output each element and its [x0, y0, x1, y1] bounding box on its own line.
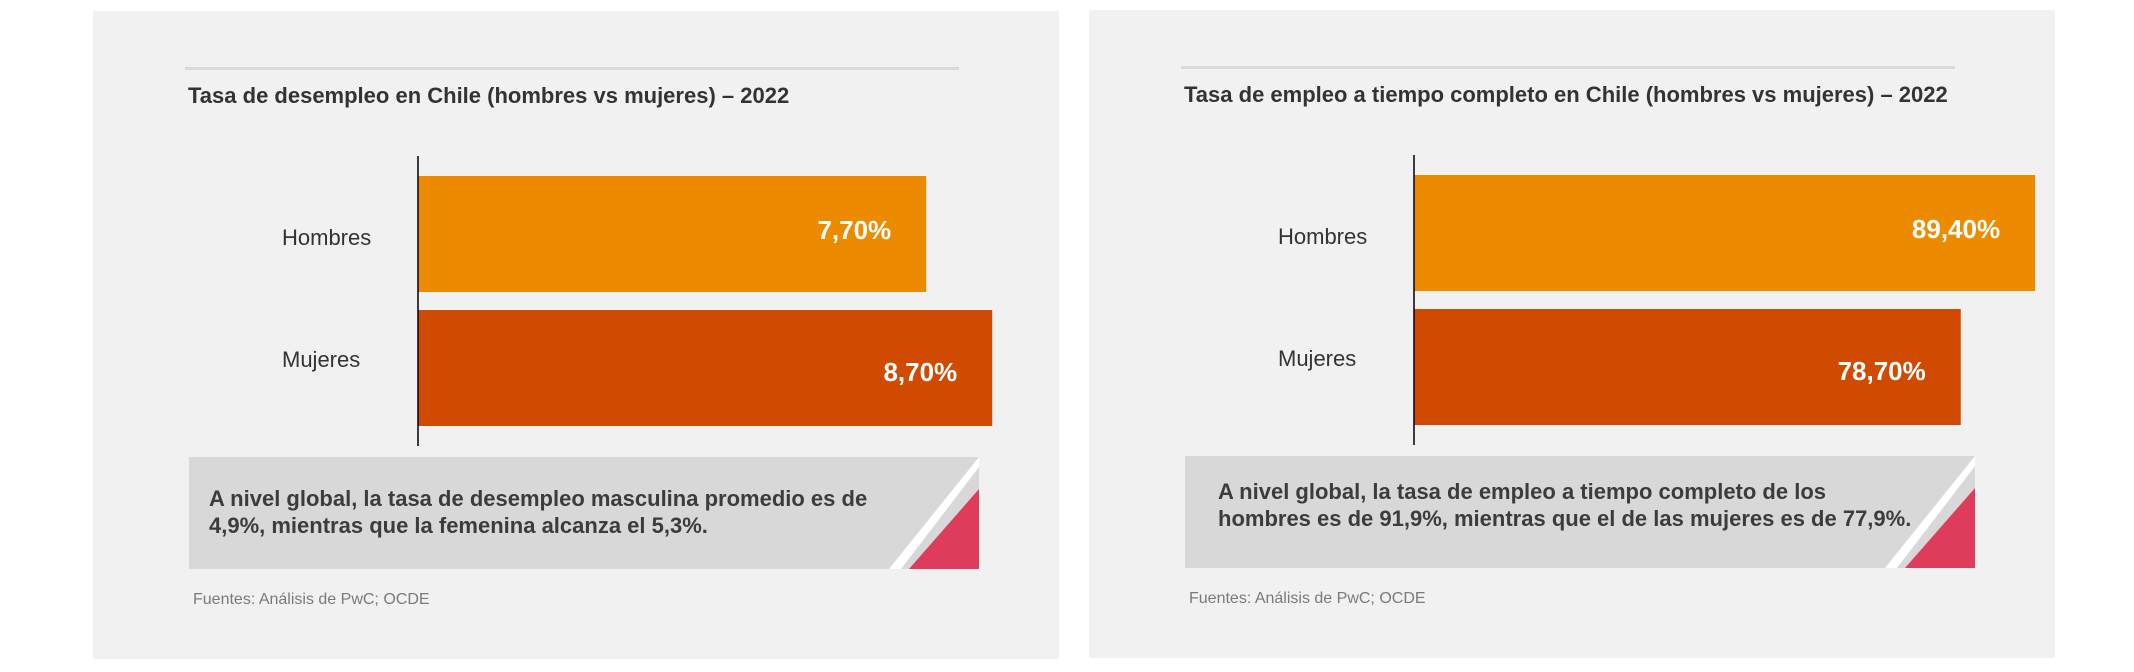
data-label-mujeres: 78,70%	[1838, 356, 1926, 386]
bar-chart-empleo: 89,40% Hombres 78,70% Mujeres	[1278, 155, 2036, 445]
bar-hombres	[418, 176, 927, 292]
source-note: Fuentes: Análisis de PwC; OCDE	[193, 591, 430, 608]
data-label-mujeres: 8,70%	[883, 357, 957, 387]
title-rule	[185, 67, 959, 70]
corner-accent-icon	[1885, 456, 1975, 568]
bar-mujeres	[1414, 309, 1961, 425]
chart-title: Tasa de empleo a tiempo completo en Chil…	[1184, 82, 1948, 107]
callout-text: A nivel global, la tasa de desempleo mas…	[209, 486, 868, 538]
chart-title: Tasa de desempleo en Chile (hombres vs m…	[188, 83, 790, 108]
category-label-hombres: Hombres	[282, 225, 371, 250]
data-label-hombres: 7,70%	[817, 215, 891, 245]
category-label-mujeres: Mujeres	[1278, 346, 1356, 371]
category-label-hombres: Hombres	[1278, 224, 1367, 249]
corner-accent-icon	[889, 457, 979, 569]
chart-panel-empleo: Tasa de empleo a tiempo completo en Chil…	[1089, 10, 2055, 658]
source-note: Fuentes: Análisis de PwC; OCDE	[1189, 590, 1426, 607]
callout-box: A nivel global, la tasa de empleo a tiem…	[1185, 456, 1975, 568]
title-rule	[1181, 66, 1955, 69]
category-label-mujeres: Mujeres	[282, 347, 360, 372]
bar-hombres	[1414, 175, 2036, 291]
bar-chart-desempleo: 7,70% Hombres 8,70% Mujeres	[282, 156, 993, 446]
data-label-hombres: 89,40%	[1912, 214, 2000, 244]
bar-mujeres	[418, 310, 993, 426]
chart-panel-desempleo: Tasa de desempleo en Chile (hombres vs m…	[93, 11, 1059, 659]
callout-box: A nivel global, la tasa de desempleo mas…	[189, 457, 979, 569]
callout-text: A nivel global, la tasa de empleo a tiem…	[1218, 479, 1912, 531]
